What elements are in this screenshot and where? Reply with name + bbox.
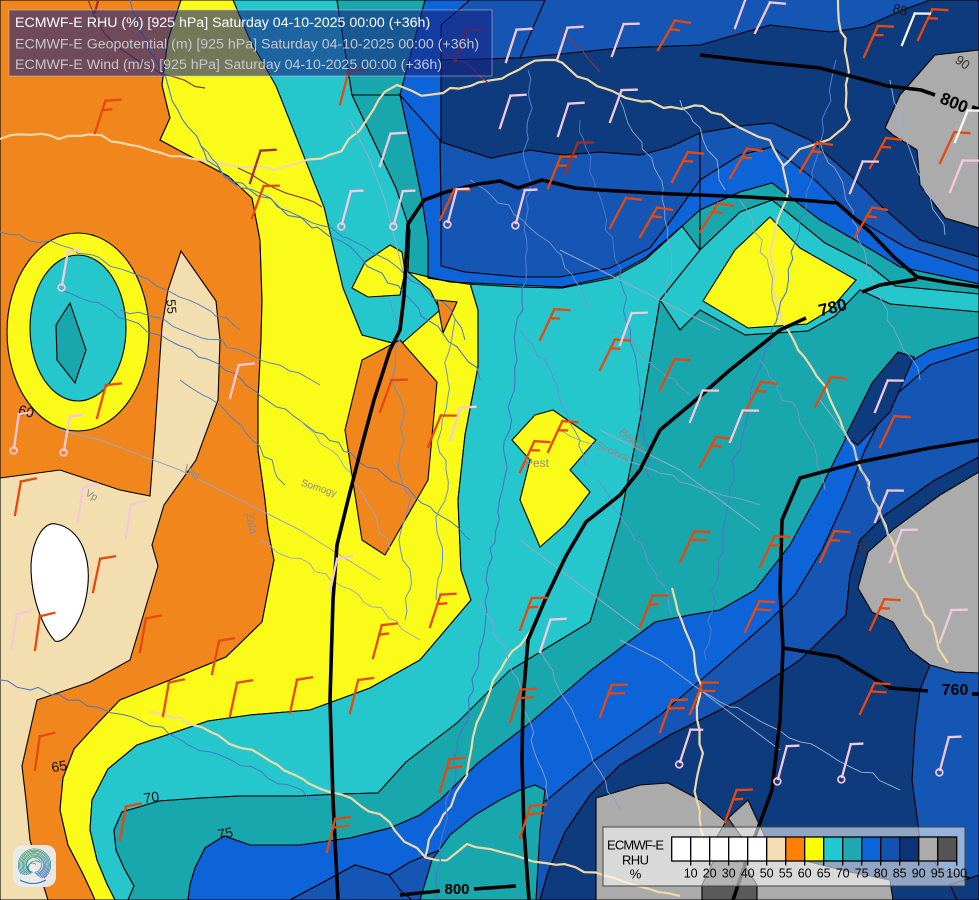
svg-text:760: 760 — [942, 682, 969, 699]
svg-text:100: 100 — [946, 867, 967, 881]
svg-text:30: 30 — [722, 867, 736, 881]
svg-text:10: 10 — [684, 867, 698, 881]
svg-text:85: 85 — [893, 867, 907, 881]
svg-text:65: 65 — [50, 757, 68, 775]
svg-text:ECMWF-E Wind (m/s) [925 hPa] S: ECMWF-E Wind (m/s) [925 hPa] Saturday 04… — [15, 57, 442, 73]
svg-text:ECMWF-E Geopotential (m) [925: ECMWF-E Geopotential (m) [925 hPa] Satur… — [15, 36, 479, 52]
svg-text:75: 75 — [855, 867, 869, 881]
svg-text:90: 90 — [912, 867, 926, 881]
svg-text:60: 60 — [17, 401, 36, 421]
svg-text:%: % — [630, 867, 642, 882]
svg-text:65: 65 — [817, 867, 831, 881]
svg-text:40: 40 — [741, 867, 755, 881]
svg-text:20: 20 — [703, 867, 717, 881]
svg-text:75: 75 — [216, 824, 234, 842]
svg-text:Pest: Pest — [525, 456, 550, 470]
svg-text:80: 80 — [874, 867, 888, 881]
svg-text:55: 55 — [163, 299, 179, 315]
svg-text:70: 70 — [836, 867, 850, 881]
svg-text:70: 70 — [142, 788, 160, 806]
svg-text:90: 90 — [952, 52, 972, 73]
svg-text:90: 90 — [854, 539, 870, 555]
svg-text:50: 50 — [760, 867, 774, 881]
svg-text:95: 95 — [931, 867, 945, 881]
svg-text:Zala: Zala — [243, 512, 259, 536]
svg-text:800: 800 — [444, 881, 469, 898]
svg-text:ECMWF-E RHU (%) [925 hPa] Satu: ECMWF-E RHU (%) [925 hPa] Saturday 04-10… — [15, 15, 430, 31]
svg-text:ECMWF-E: ECMWF-E — [607, 838, 664, 853]
svg-text:85: 85 — [891, 1, 909, 19]
svg-text:55: 55 — [779, 867, 793, 881]
svg-text:RHU: RHU — [622, 853, 649, 868]
svg-text:60: 60 — [798, 867, 812, 881]
svg-text:Vp: Vp — [83, 488, 99, 504]
